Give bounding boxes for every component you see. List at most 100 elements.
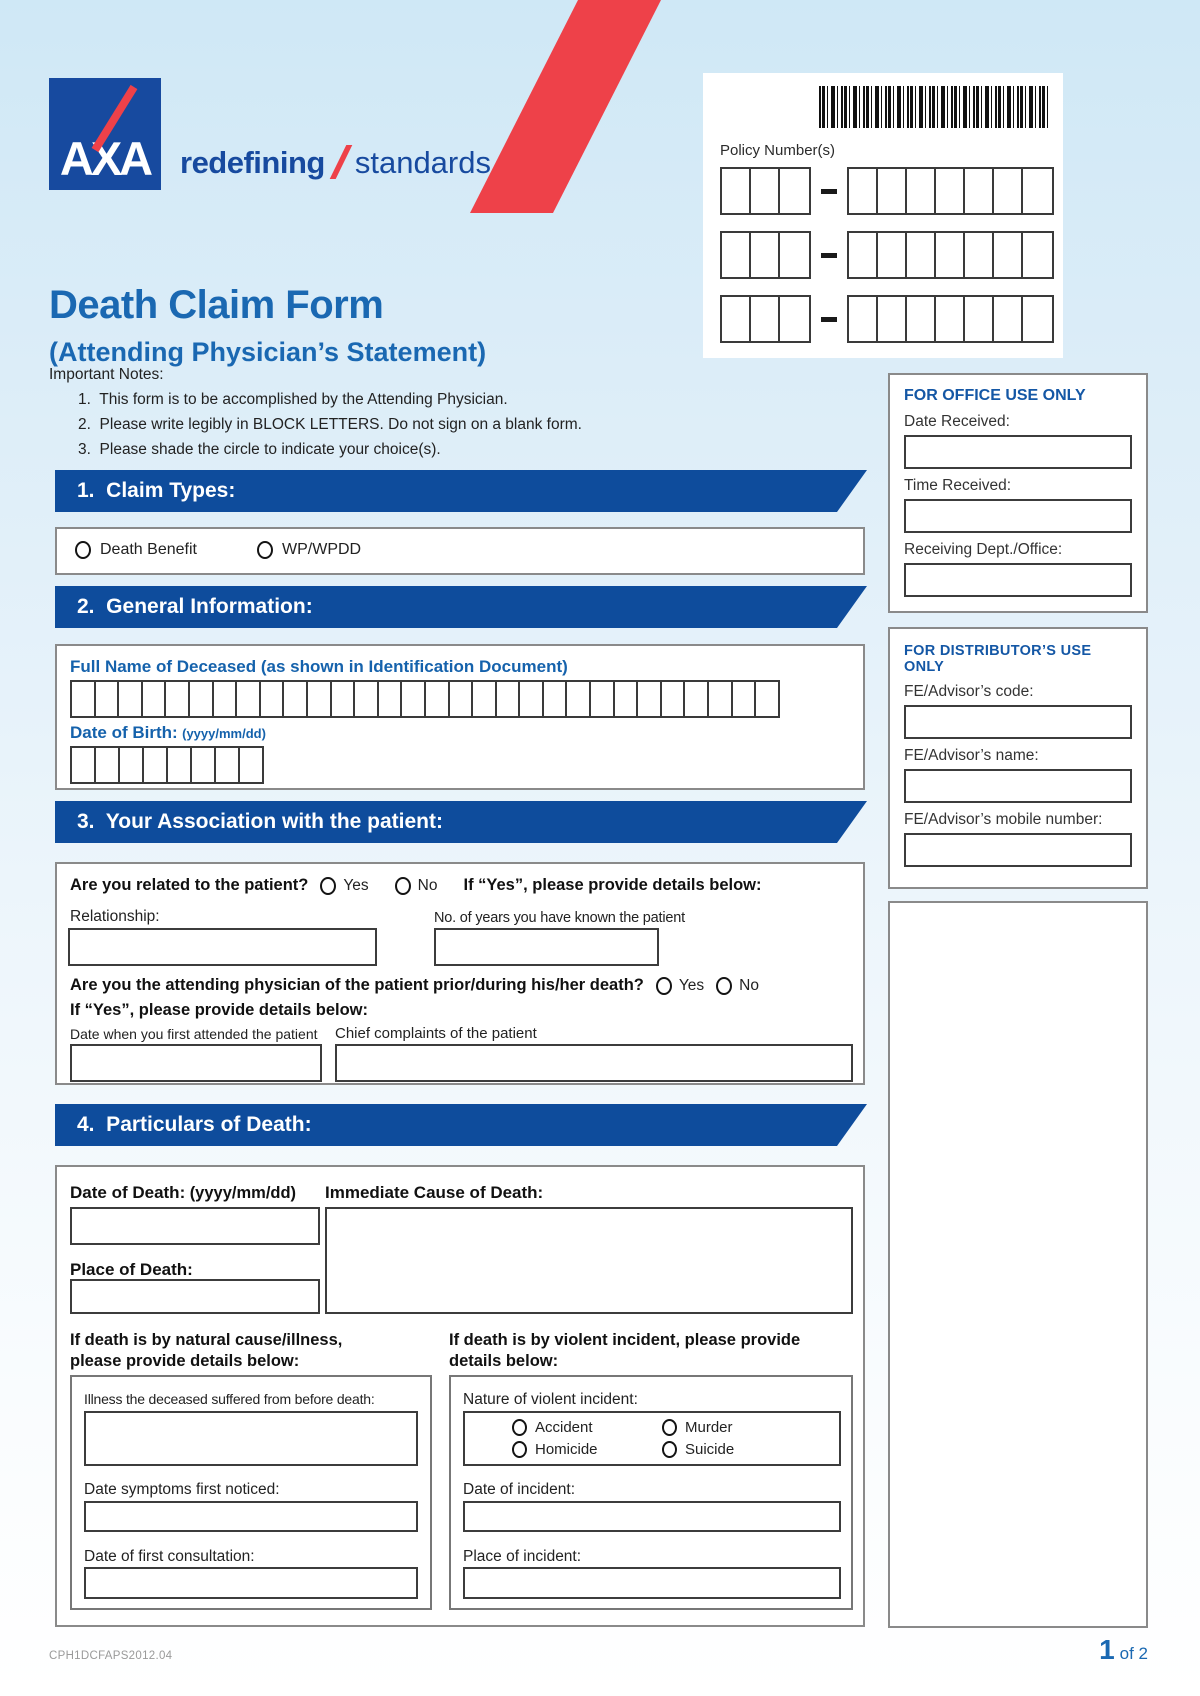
char-cell[interactable] xyxy=(936,169,965,213)
char-cell[interactable] xyxy=(520,682,544,716)
char-cell[interactable] xyxy=(965,233,994,277)
advisor-code-input[interactable] xyxy=(904,705,1132,739)
char-cell[interactable] xyxy=(237,682,261,716)
char-cell[interactable] xyxy=(544,682,568,716)
char-cell[interactable] xyxy=(143,682,167,716)
attending-no-radio[interactable] xyxy=(716,976,733,995)
char-cell[interactable] xyxy=(849,297,878,341)
char-cell[interactable] xyxy=(308,682,332,716)
advisor-mobile-input[interactable] xyxy=(904,833,1132,867)
char-cell[interactable] xyxy=(426,682,450,716)
claim-option-wp-wpdd[interactable]: WP/WPDD xyxy=(257,541,361,559)
char-cell[interactable] xyxy=(615,682,639,716)
attending-no-option[interactable]: No xyxy=(716,976,759,995)
char-cell[interactable] xyxy=(190,682,214,716)
wp-wpdd-radio[interactable] xyxy=(257,541,273,559)
policy-prefix-cells[interactable] xyxy=(720,295,811,343)
murder-radio[interactable] xyxy=(662,1419,677,1436)
years-known-input[interactable] xyxy=(434,928,659,966)
illness-input[interactable] xyxy=(84,1411,418,1466)
char-cell[interactable] xyxy=(591,682,615,716)
related-no-radio[interactable] xyxy=(394,876,411,895)
char-cell[interactable] xyxy=(355,682,379,716)
char-cell[interactable] xyxy=(662,682,686,716)
symptoms-input[interactable] xyxy=(84,1501,418,1532)
char-cell[interactable] xyxy=(1023,169,1052,213)
char-cell[interactable] xyxy=(878,233,907,277)
char-cell[interactable] xyxy=(722,169,751,213)
char-cell[interactable] xyxy=(168,748,192,782)
char-cell[interactable] xyxy=(751,233,780,277)
char-cell[interactable] xyxy=(166,682,190,716)
policy-prefix-cells[interactable] xyxy=(720,167,811,215)
char-cell[interactable] xyxy=(1023,233,1052,277)
policy-suffix-cells[interactable] xyxy=(847,167,1054,215)
char-cell[interactable] xyxy=(780,169,809,213)
char-cell[interactable] xyxy=(994,297,1023,341)
advisor-name-input[interactable] xyxy=(904,769,1132,803)
char-cell[interactable] xyxy=(780,297,809,341)
char-cell[interactable] xyxy=(722,233,751,277)
incident-date-input[interactable] xyxy=(463,1501,841,1532)
char-cell[interactable] xyxy=(96,748,120,782)
char-cell[interactable] xyxy=(72,682,96,716)
char-cell[interactable] xyxy=(878,169,907,213)
claim-option-death-benefit[interactable]: Death Benefit xyxy=(75,541,197,559)
char-cell[interactable] xyxy=(261,682,285,716)
char-cell[interactable] xyxy=(214,682,238,716)
dob-cells[interactable] xyxy=(70,746,264,784)
char-cell[interactable] xyxy=(709,682,733,716)
char-cell[interactable] xyxy=(722,297,751,341)
char-cell[interactable] xyxy=(402,682,426,716)
char-cell[interactable] xyxy=(965,297,994,341)
char-cell[interactable] xyxy=(907,297,936,341)
policy-prefix-cells[interactable] xyxy=(720,231,811,279)
policy-suffix-cells[interactable] xyxy=(847,231,1054,279)
char-cell[interactable] xyxy=(450,682,474,716)
char-cell[interactable] xyxy=(936,233,965,277)
related-no-option[interactable]: No xyxy=(394,876,438,895)
attending-yes-option[interactable]: Yes xyxy=(655,976,704,995)
char-cell[interactable] xyxy=(119,682,143,716)
accident-radio[interactable] xyxy=(512,1419,527,1436)
char-cell[interactable] xyxy=(751,297,780,341)
time-received-input[interactable] xyxy=(904,499,1132,533)
nature-option-suicide[interactable]: Suicide xyxy=(662,1441,792,1458)
chief-complaints-input[interactable] xyxy=(335,1044,853,1082)
char-cell[interactable] xyxy=(878,297,907,341)
consultation-input[interactable] xyxy=(84,1567,418,1599)
char-cell[interactable] xyxy=(216,748,240,782)
char-cell[interactable] xyxy=(144,748,168,782)
char-cell[interactable] xyxy=(284,682,308,716)
char-cell[interactable] xyxy=(96,682,120,716)
receiving-dept-input[interactable] xyxy=(904,563,1132,597)
char-cell[interactable] xyxy=(567,682,592,716)
char-cell[interactable] xyxy=(638,682,662,716)
related-yes-option[interactable]: Yes xyxy=(320,876,369,895)
relationship-input[interactable] xyxy=(68,928,377,966)
place-of-death-input[interactable] xyxy=(70,1279,320,1314)
char-cell[interactable] xyxy=(733,682,757,716)
char-cell[interactable] xyxy=(120,748,144,782)
date-received-input[interactable] xyxy=(904,435,1132,469)
char-cell[interactable] xyxy=(751,169,780,213)
nature-option-homicide[interactable]: Homicide xyxy=(512,1441,662,1458)
nature-option-murder[interactable]: Murder xyxy=(662,1419,792,1436)
nature-option-accident[interactable]: Accident xyxy=(512,1419,662,1436)
char-cell[interactable] xyxy=(685,682,710,716)
char-cell[interactable] xyxy=(332,682,356,716)
char-cell[interactable] xyxy=(240,748,262,782)
related-yes-radio[interactable] xyxy=(320,876,337,895)
char-cell[interactable] xyxy=(497,682,521,716)
immediate-cause-input[interactable] xyxy=(325,1207,853,1314)
char-cell[interactable] xyxy=(756,682,778,716)
char-cell[interactable] xyxy=(994,233,1023,277)
full-name-cells[interactable] xyxy=(70,680,780,718)
char-cell[interactable] xyxy=(994,169,1023,213)
incident-place-input[interactable] xyxy=(463,1567,841,1599)
char-cell[interactable] xyxy=(780,233,809,277)
attending-yes-radio[interactable] xyxy=(655,976,672,995)
char-cell[interactable] xyxy=(72,748,96,782)
char-cell[interactable] xyxy=(936,297,965,341)
homicide-radio[interactable] xyxy=(512,1441,527,1458)
